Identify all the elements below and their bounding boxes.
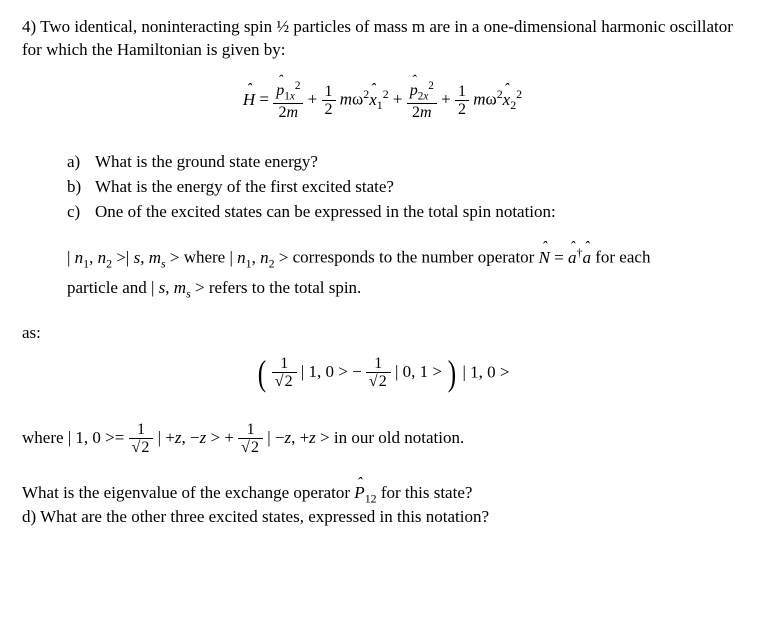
part-c: c) One of the excited states can be expr…	[67, 201, 743, 224]
part-b-label: b)	[67, 176, 95, 199]
where-prefix: where	[22, 428, 68, 447]
ket-n1n2: | n1, n2 >	[229, 248, 288, 267]
as-label: as:	[22, 322, 743, 345]
notation-foreach: for each	[591, 248, 650, 267]
part-d-text: What are the other three excited states,…	[40, 507, 489, 526]
problem-intro: 4) Two identical, noninteracting spin ½ …	[22, 16, 743, 62]
subparts-list: a) What is the ground state energy? b) W…	[67, 151, 743, 224]
notation-line: | n1, n2 >| s, ms > where | n1, n2 > cor…	[67, 244, 743, 271]
ket-sms: | s, ms >	[151, 278, 205, 297]
part-b: b) What is the energy of the first excit…	[67, 176, 743, 199]
where-suffix: in our old notation.	[334, 428, 464, 447]
hamiltonian-equation: H = p1x22m + 12 mω2x12 + p2x22m + 12 mω2…	[22, 80, 743, 121]
notation-refers: refers to the total spin.	[205, 278, 362, 297]
part-a-label: a)	[67, 151, 95, 174]
notation-where: where	[179, 248, 229, 267]
excited-state-expression: ( 12 | 1, 0 > − 12 | 0, 1 > ) | 1, 0 >	[22, 355, 743, 391]
exchange-question: What is the eigenvalue of the exchange o…	[22, 482, 743, 506]
part-a: a) What is the ground state energy?	[67, 151, 743, 174]
where-line: where | 1, 0 >= 12 | +z, −z > + 12 | −z,…	[22, 421, 743, 457]
part-c-label: c)	[67, 201, 95, 224]
final-q-text: What is the eigenvalue of the exchange o…	[22, 483, 354, 502]
problem-number: 4)	[22, 17, 36, 36]
ket-n1n2-smz: | n1, n2 >| s, ms >	[67, 248, 179, 267]
part-d-label: d)	[22, 507, 36, 526]
part-b-text: What is the energy of the first excited …	[95, 176, 394, 199]
exchange-op: P12	[354, 483, 376, 502]
final-q-text2: for this state?	[377, 483, 473, 502]
intro-text: Two identical, noninteracting spin ½ par…	[22, 17, 733, 59]
number-op: N = a†a	[539, 248, 591, 267]
part-c-text: One of the excited states can be express…	[95, 201, 556, 224]
notation-particle: particle and	[67, 278, 151, 297]
notation-corresponds: corresponds to the number operator	[288, 248, 538, 267]
spin-state-def: | 1, 0 >= 12 | +z, −z > + 12 | −z, +z >	[68, 428, 334, 447]
part-d: d) What are the other three excited stat…	[22, 506, 743, 529]
part-a-text: What is the ground state energy?	[95, 151, 318, 174]
notation-line2: particle and | s, ms > refers to the tot…	[67, 277, 743, 301]
